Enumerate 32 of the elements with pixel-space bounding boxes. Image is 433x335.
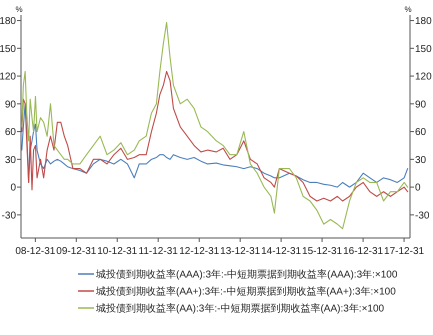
y2-tick-label: 120 (415, 72, 432, 83)
x-tick-label: 09-12-31 (56, 246, 97, 257)
x-tick-label: 13-12-31 (220, 246, 261, 257)
y2-axis-title: % (404, 5, 412, 14)
line-series (21, 70, 408, 202)
x-tick-label: 17-12-31 (384, 246, 425, 257)
y-tick-label: 60 (4, 127, 16, 138)
y-tick-label: 150 (0, 44, 16, 55)
y-tick-label: 180 (0, 16, 16, 28)
y2-tick-label: 60 (415, 127, 427, 138)
legend-label: 城投债到期收益率(AAA):3年:-中短期票据到期收益率(AAA):3年:×100 (95, 268, 398, 280)
x-tick-label: 11-12-31 (138, 246, 178, 257)
y2-tick-label: 0 (415, 182, 421, 194)
legend-label: 城投债到期收益率(AA+):3年:-中短期票据到期收益率(AA+):3年:×100 (95, 286, 396, 298)
x-tick-label: 16-12-31 (343, 246, 384, 257)
legend-label: 城投债到期收益率(AA):3年:-中短期票据到期收益率(AA):3年:×100 (95, 302, 385, 314)
y-tick-label: 90 (4, 99, 16, 110)
y2-tick-label: 180 (415, 16, 432, 28)
y2-tick-label: -30 (415, 210, 430, 222)
y-axis-title: % (15, 5, 23, 14)
x-tick-label: 14-12-31 (261, 246, 302, 257)
y-tick-label: 120 (0, 72, 16, 83)
y-tick-label: 0 (10, 182, 16, 194)
y-tick-label: 30 (4, 154, 16, 166)
x-tick-label: 08-12-31 (15, 246, 56, 257)
y2-tick-label: 90 (415, 99, 427, 110)
y-tick-label: -30 (2, 210, 16, 222)
x-tick-label: 12-12-31 (179, 246, 220, 257)
y2-tick-label: 150 (415, 44, 432, 55)
x-tick-label: 15-12-31 (302, 246, 343, 257)
y2-tick-label: 30 (415, 154, 427, 166)
x-tick-label: 10-12-31 (97, 246, 138, 257)
